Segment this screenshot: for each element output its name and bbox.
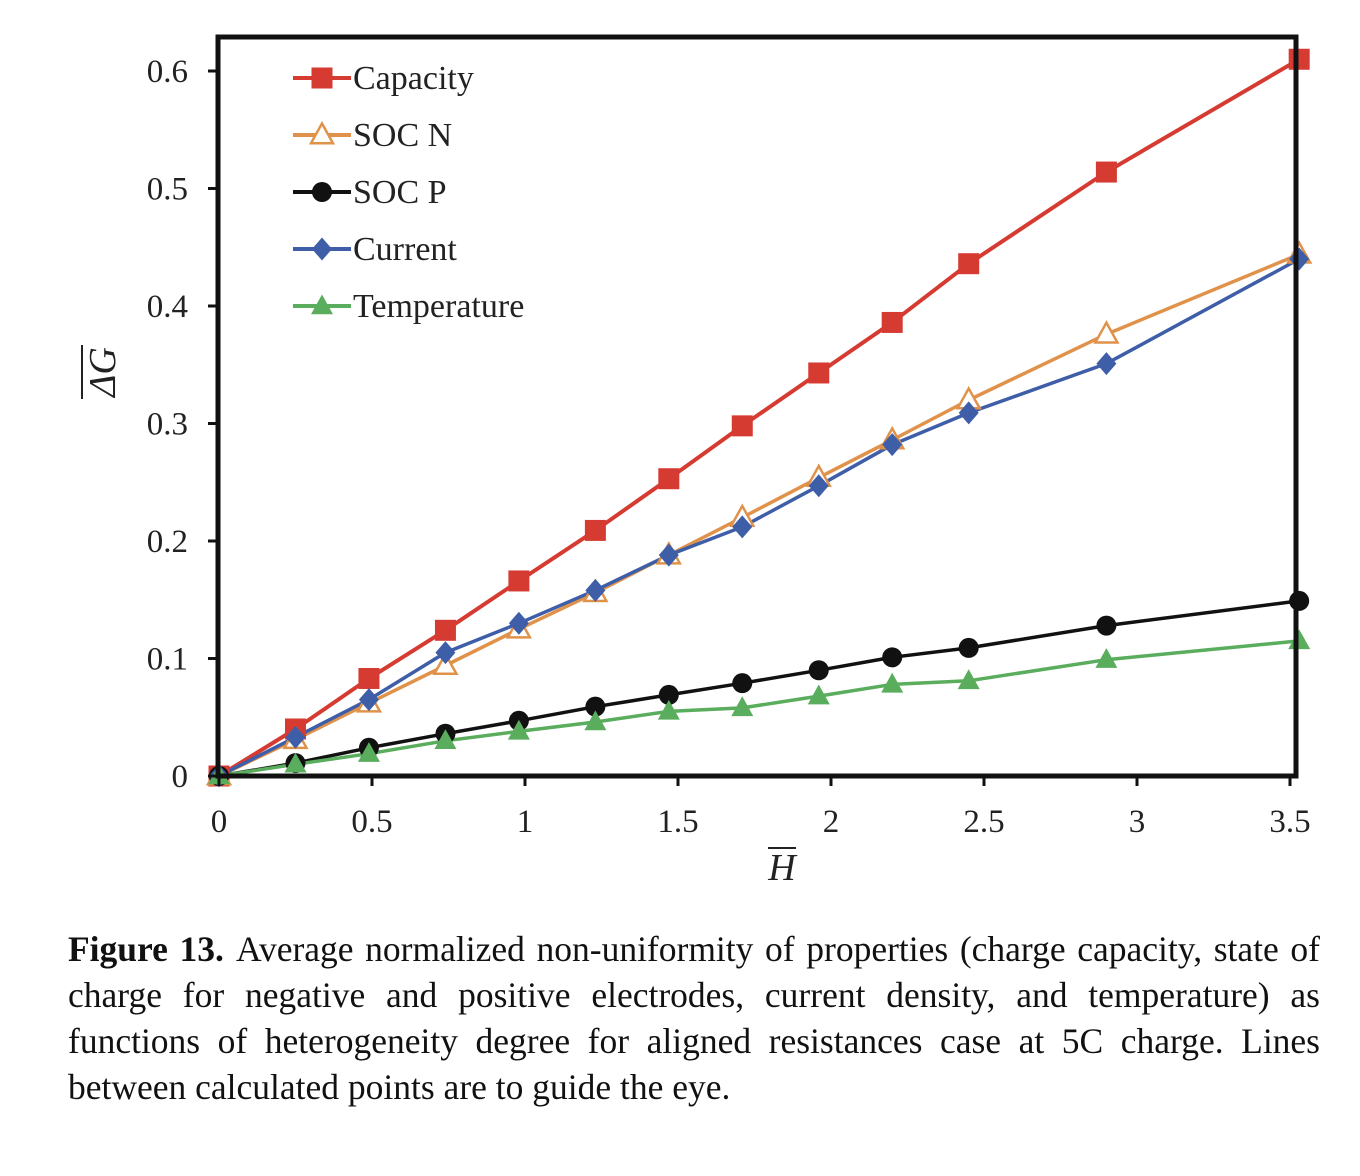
data-point-soc-n bbox=[1093, 320, 1120, 344]
legend: Capacity SOC N SOC P Current Temperature bbox=[293, 60, 524, 325]
data-point-temperature bbox=[807, 684, 830, 705]
data-point-temperature bbox=[657, 699, 680, 720]
legend-item-soc-n: SOC N bbox=[293, 117, 452, 154]
data-point-temperature bbox=[1095, 648, 1118, 668]
y-axis-title: ΔG bbox=[81, 345, 124, 399]
data-point-temperature bbox=[731, 696, 754, 717]
data-point-temperature bbox=[284, 752, 307, 773]
data-point-capacity bbox=[808, 362, 830, 384]
x-axis-title: H bbox=[767, 847, 798, 889]
x-tick-label: 2.5 bbox=[963, 804, 1004, 840]
data-point-current bbox=[1289, 247, 1310, 271]
legend-item-temperature: Temperature bbox=[293, 288, 524, 325]
figure-caption-label: Figure 13. bbox=[68, 929, 224, 969]
legend-marker bbox=[311, 294, 333, 315]
x-tick-label: 0.5 bbox=[351, 804, 392, 840]
series-line-capacity bbox=[217, 57, 1301, 778]
plot-frame bbox=[215, 34, 1299, 779]
data-point-capacity bbox=[358, 667, 380, 689]
data-point-current bbox=[1096, 352, 1117, 376]
data-point-capacity bbox=[1288, 48, 1310, 70]
data-point-current bbox=[882, 433, 903, 457]
data-point-current bbox=[435, 641, 456, 665]
data-point-soc-p bbox=[958, 637, 979, 658]
data-point-current bbox=[508, 611, 529, 635]
legend-marker bbox=[308, 120, 336, 145]
legend-item-capacity: Capacity bbox=[293, 60, 474, 97]
data-point-temperature bbox=[957, 669, 980, 690]
data-point-capacity bbox=[731, 415, 753, 437]
data-point-capacity bbox=[434, 619, 456, 641]
y-tick-label: 0 bbox=[172, 759, 189, 795]
data-point-capacity bbox=[958, 253, 980, 275]
y-axis-ticks: 0 0.1 0.2 0.3 0.4 0.5 0.6 bbox=[147, 54, 218, 795]
x-tick-label: 1.5 bbox=[657, 804, 698, 840]
y-tick-label: 0.3 bbox=[147, 407, 188, 443]
data-point-capacity bbox=[1095, 161, 1117, 183]
data-point-current bbox=[658, 543, 679, 567]
series-line-soc-n bbox=[218, 252, 1300, 778]
y-tick-label: 0.1 bbox=[147, 642, 188, 678]
series-lines bbox=[217, 57, 1301, 778]
data-point-capacity bbox=[881, 311, 903, 333]
legend-label: Capacity bbox=[353, 60, 474, 97]
data-point-soc-p bbox=[1096, 615, 1117, 636]
line-chart: 0 0.1 0.2 0.3 0.4 0.5 0.6 0 0.5 1 1.5 2 2.5 3 3.5 Cap… bbox=[81, 34, 1313, 889]
data-point-temperature bbox=[584, 710, 607, 731]
data-point-temperature bbox=[1288, 629, 1311, 650]
y-tick-label: 0.2 bbox=[147, 524, 188, 560]
data-point-temperature bbox=[881, 672, 904, 693]
y-tick-label: 0.5 bbox=[147, 172, 188, 208]
y-axis-title-text: ΔG bbox=[82, 347, 124, 399]
data-point-capacity bbox=[508, 570, 530, 592]
data-point-current bbox=[958, 401, 979, 425]
x-tick-label: 1 bbox=[517, 804, 534, 840]
legend-item-current: Current bbox=[293, 231, 457, 268]
series-markers bbox=[205, 48, 1313, 788]
data-point-current bbox=[285, 725, 306, 749]
figure-caption: Figure 13. Average normalized non-uniform… bbox=[68, 926, 1320, 1110]
data-point-current bbox=[585, 578, 606, 602]
x-tick-label: 3 bbox=[1129, 804, 1146, 840]
data-point-temperature bbox=[357, 742, 380, 762]
legend-marker bbox=[312, 237, 332, 261]
legend-marker bbox=[312, 182, 332, 202]
data-point-soc-p bbox=[658, 684, 679, 705]
data-point-capacity bbox=[584, 519, 606, 541]
data-point-soc-p bbox=[882, 647, 903, 668]
data-point-soc-p bbox=[1289, 590, 1310, 611]
x-tick-label: 2 bbox=[823, 804, 840, 840]
legend-label: Current bbox=[353, 231, 457, 268]
data-point-current bbox=[358, 688, 379, 712]
series-line-soc-p bbox=[218, 599, 1300, 778]
figure-caption-text: Average normalized non-uniformity of pro… bbox=[68, 929, 1320, 1107]
data-point-temperature bbox=[507, 719, 530, 740]
data-point-capacity bbox=[658, 468, 680, 490]
data-point-soc-p bbox=[732, 673, 753, 694]
x-tick-label: 0 bbox=[211, 804, 228, 840]
data-point-soc-p bbox=[808, 660, 829, 681]
series-line-temperature bbox=[218, 639, 1300, 778]
x-axis-ticks: 0 0.5 1 1.5 2 2.5 3 3.5 bbox=[211, 776, 1311, 840]
x-axis-title-text: H bbox=[767, 847, 798, 889]
legend-label: Temperature bbox=[353, 288, 524, 325]
y-tick-label: 0.4 bbox=[147, 289, 188, 325]
data-point-current bbox=[808, 474, 829, 498]
x-tick-label: 3.5 bbox=[1269, 804, 1310, 840]
legend-label: SOC N bbox=[353, 117, 452, 154]
data-point-soc-p bbox=[585, 696, 606, 717]
data-point-current bbox=[732, 515, 753, 539]
data-point-temperature bbox=[434, 729, 457, 749]
y-tick-label: 0.6 bbox=[147, 54, 188, 90]
legend-item-soc-p: SOC P bbox=[293, 174, 447, 211]
legend-marker bbox=[311, 67, 333, 89]
chart-area: 0 0.1 0.2 0.3 0.4 0.5 0.6 0 0.5 1 1.5 2 2.5 3 3.5 Cap… bbox=[81, 34, 1313, 889]
legend-label: SOC P bbox=[353, 174, 447, 211]
